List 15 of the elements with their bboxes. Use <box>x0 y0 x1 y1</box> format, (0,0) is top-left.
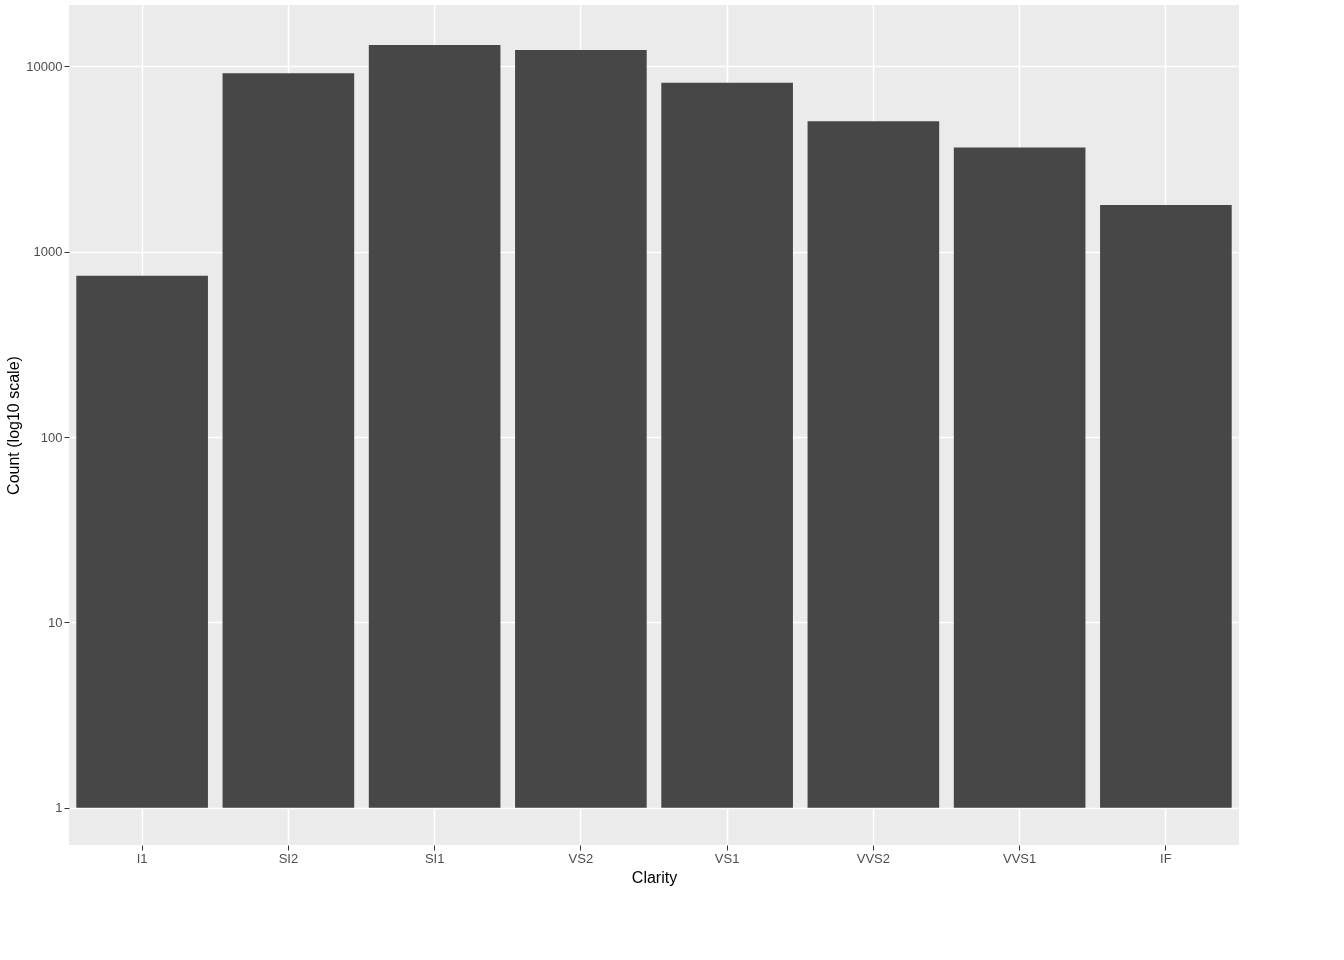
x-tick-label: IF <box>1160 850 1172 866</box>
x-tick-label: VS2 <box>568 850 594 866</box>
x-tick-label: VVS1 <box>1003 850 1037 866</box>
y-tick-label: 1 <box>55 800 63 816</box>
y-tick-label: 10000 <box>26 59 63 74</box>
y-tick-label: 10 <box>48 614 63 630</box>
x-axis-title: Clarity <box>631 868 678 886</box>
y-axis-title: Count (log10 scale) <box>5 356 23 495</box>
x-tick-label: I1 <box>136 850 148 866</box>
x-tick-label: SI2 <box>278 850 299 866</box>
x-tick-label: SI1 <box>424 850 445 866</box>
y-tick-label: 100 <box>40 429 63 445</box>
x-tick-label: VS1 <box>714 850 740 866</box>
y-tick-label: 1000 <box>33 244 63 260</box>
x-tick-label: VVS2 <box>856 850 890 866</box>
